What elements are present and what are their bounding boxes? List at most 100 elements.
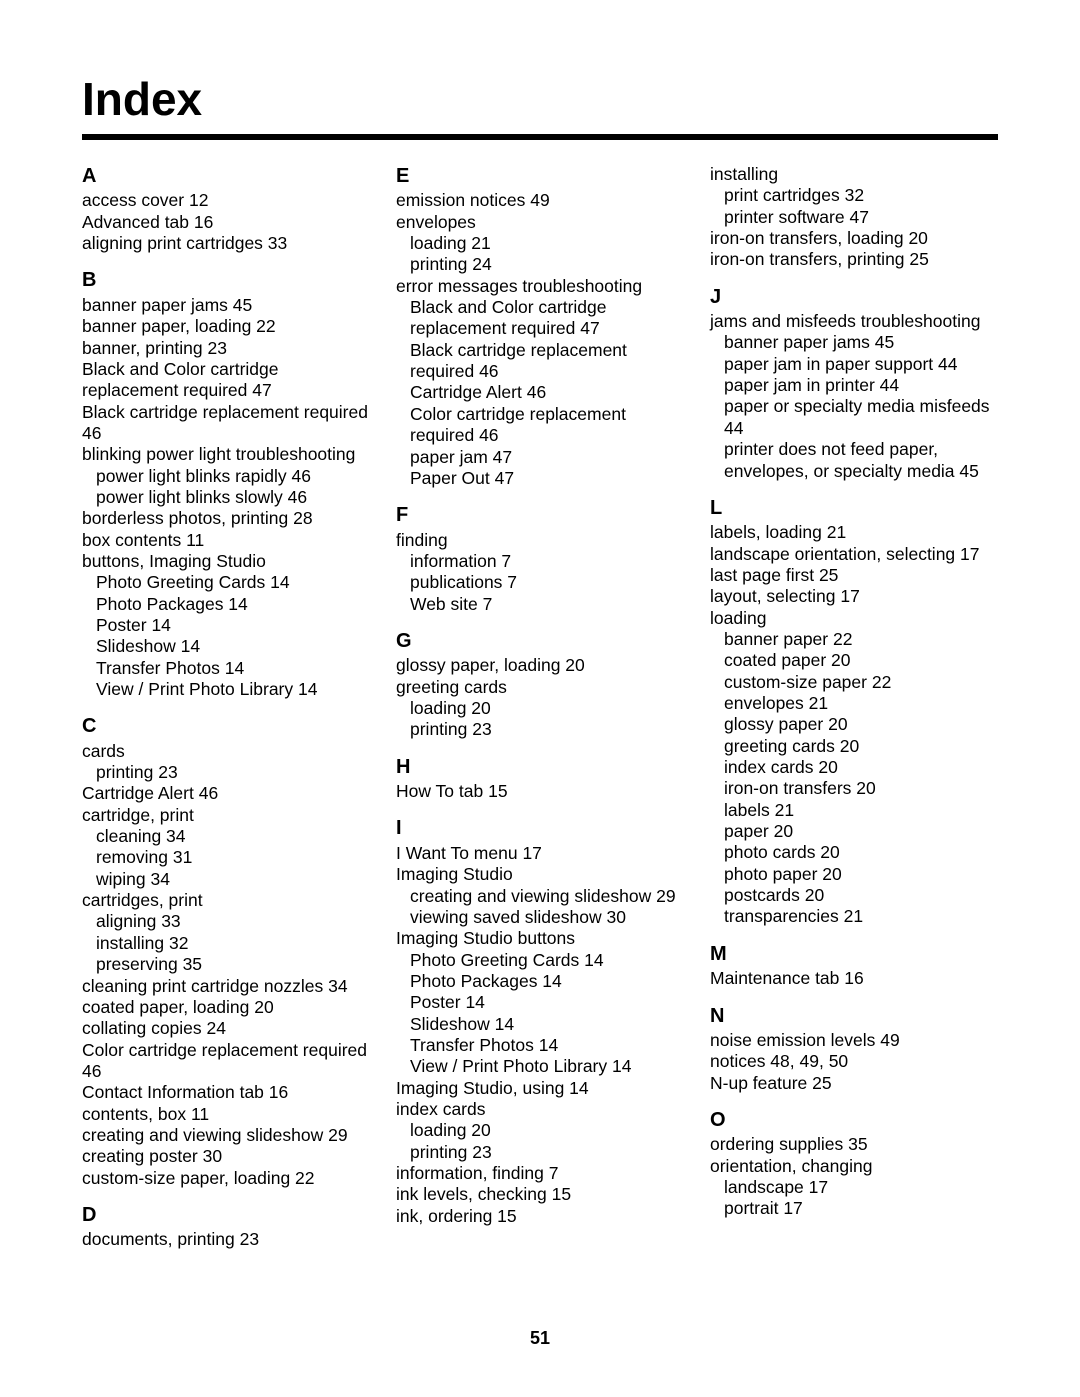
- index-subentry: portrait 17: [710, 1198, 998, 1219]
- index-subentry: Photo Packages 14: [82, 594, 370, 615]
- index-entry: custom-size paper, loading 22: [82, 1168, 370, 1189]
- page-number: 51: [0, 1328, 1080, 1349]
- index-entry: ordering supplies 35: [710, 1134, 998, 1155]
- index-subentry: Web site 7: [396, 594, 684, 615]
- index-subentry: coated paper 20: [710, 650, 998, 671]
- index-entry: ink, ordering 15: [396, 1206, 684, 1227]
- letter-e: E: [396, 164, 684, 188]
- letter-n: N: [710, 1004, 998, 1028]
- index-subentry: Poster 14: [396, 992, 684, 1013]
- index-subentry: Black cartridge replacement required 46: [396, 340, 684, 383]
- index-subentry: transparencies 21: [710, 906, 998, 927]
- letter-m: M: [710, 942, 998, 966]
- index-entry: iron-on transfers, loading 20: [710, 228, 998, 249]
- index-subentry: banner paper jams 45: [710, 332, 998, 353]
- index-entry: blinking power light troubleshooting: [82, 444, 370, 465]
- index-subentry: printing 23: [82, 762, 370, 783]
- letter-b: B: [82, 268, 370, 292]
- index-entry: Color cartridge replacement required 46: [82, 1040, 370, 1083]
- index-entry: greeting cards: [396, 677, 684, 698]
- index-subentry: paper jam in paper support 44: [710, 354, 998, 375]
- index-subentry: printing 24: [396, 254, 684, 275]
- index-subentry: publications 7: [396, 572, 684, 593]
- index-entry: Maintenance tab 16: [710, 968, 998, 989]
- index-subentry: paper jam in printer 44: [710, 375, 998, 396]
- index-entry: Advanced tab 16: [82, 212, 370, 233]
- index-subentry: viewing saved slideshow 30: [396, 907, 684, 928]
- index-subentry: print cartridges 32: [710, 185, 998, 206]
- index-subentry: photo paper 20: [710, 864, 998, 885]
- index-subentry: aligning 33: [82, 911, 370, 932]
- index-entry: Imaging Studio buttons: [396, 928, 684, 949]
- index-entry: aligning print cartridges 33: [82, 233, 370, 254]
- letter-o: O: [710, 1108, 998, 1132]
- index-entry: index cards: [396, 1099, 684, 1120]
- index-subentry: printer does not feed paper, envelopes, …: [710, 439, 998, 482]
- index-entry: glossy paper, loading 20: [396, 655, 684, 676]
- letter-j: J: [710, 285, 998, 309]
- index-subentry: paper or specialty media misfeeds 44: [710, 396, 998, 439]
- column-3: installing print cartridges 32 printer s…: [710, 164, 998, 1251]
- index-entry: finding: [396, 530, 684, 551]
- letter-l: L: [710, 496, 998, 520]
- index-subentry: loading 20: [396, 1120, 684, 1141]
- index-subentry: glossy paper 20: [710, 714, 998, 735]
- index-subentry: photo cards 20: [710, 842, 998, 863]
- index-entry: Imaging Studio, using 14: [396, 1078, 684, 1099]
- index-subentry: loading 21: [396, 233, 684, 254]
- index-subentry: index cards 20: [710, 757, 998, 778]
- index-columns: A access cover 12 Advanced tab 16 aligni…: [82, 164, 998, 1251]
- index-subentry: View / Print Photo Library 14: [82, 679, 370, 700]
- index-entry: Black and Color cartridge replacement re…: [82, 359, 370, 402]
- index-subentry: paper jam 47: [396, 447, 684, 468]
- index-subentry: Slideshow 14: [396, 1014, 684, 1035]
- index-entry: Cartridge Alert 46: [82, 783, 370, 804]
- index-entry: cartridges, print: [82, 890, 370, 911]
- index-entry: How To tab 15: [396, 781, 684, 802]
- letter-f: F: [396, 503, 684, 527]
- index-entry: buttons, Imaging Studio: [82, 551, 370, 572]
- title-rule: [82, 134, 998, 140]
- index-entry: borderless photos, printing 28: [82, 508, 370, 529]
- index-subentry: Color cartridge replacement required 46: [396, 404, 684, 447]
- index-subentry: information 7: [396, 551, 684, 572]
- index-subentry: Transfer Photos 14: [82, 658, 370, 679]
- index-subentry: labels 21: [710, 800, 998, 821]
- index-subentry: paper 20: [710, 821, 998, 842]
- index-subentry: Photo Greeting Cards 14: [82, 572, 370, 593]
- index-entry: access cover 12: [82, 190, 370, 211]
- index-subentry: power light blinks slowly 46: [82, 487, 370, 508]
- index-entry: box contents 11: [82, 530, 370, 551]
- index-entry: banner paper jams 45: [82, 295, 370, 316]
- index-subentry: banner paper 22: [710, 629, 998, 650]
- index-entry: information, finding 7: [396, 1163, 684, 1184]
- index-entry: last page first 25: [710, 565, 998, 586]
- index-subentry: Poster 14: [82, 615, 370, 636]
- index-entry: coated paper, loading 20: [82, 997, 370, 1018]
- letter-i: I: [396, 816, 684, 840]
- index-entry: ink levels, checking 15: [396, 1184, 684, 1205]
- index-entry: banner, printing 23: [82, 338, 370, 359]
- column-2: E emission notices 49 envelopes loading …: [396, 164, 684, 1251]
- index-entry: jams and misfeeds troubleshooting: [710, 311, 998, 332]
- index-subentry: loading 20: [396, 698, 684, 719]
- index-entry: banner paper, loading 22: [82, 316, 370, 337]
- index-subentry: greeting cards 20: [710, 736, 998, 757]
- index-subentry: creating and viewing slideshow 29: [396, 886, 684, 907]
- letter-d: D: [82, 1203, 370, 1227]
- index-entry: loading: [710, 608, 998, 629]
- index-subentry: power light blinks rapidly 46: [82, 466, 370, 487]
- index-entry: landscape orientation, selecting 17: [710, 544, 998, 565]
- index-subentry: Transfer Photos 14: [396, 1035, 684, 1056]
- index-entry: cartridge, print: [82, 805, 370, 826]
- index-subentry: removing 31: [82, 847, 370, 868]
- page-title: Index: [82, 72, 998, 126]
- index-entry: documents, printing 23: [82, 1229, 370, 1250]
- index-subentry: preserving 35: [82, 954, 370, 975]
- index-entry: creating poster 30: [82, 1146, 370, 1167]
- letter-g: G: [396, 629, 684, 653]
- index-entry: Contact Information tab 16: [82, 1082, 370, 1103]
- index-entry: creating and viewing slideshow 29: [82, 1125, 370, 1146]
- index-entry: contents, box 11: [82, 1104, 370, 1125]
- index-entry: N-up feature 25: [710, 1073, 998, 1094]
